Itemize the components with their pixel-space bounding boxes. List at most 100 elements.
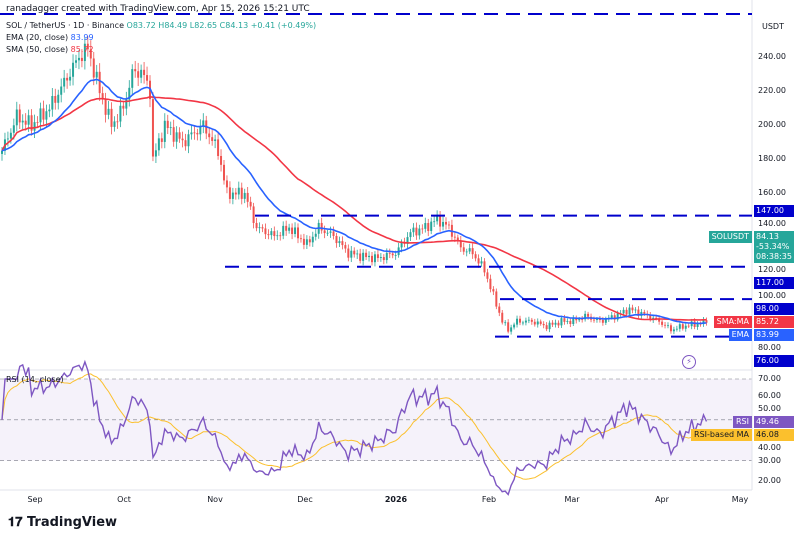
candle-body xyxy=(696,323,699,327)
candle-body xyxy=(69,76,72,81)
time-tick: 2026 xyxy=(385,495,408,504)
candle-body xyxy=(415,227,418,236)
last-price-tag: 84.13 -53.34% 08:38:35 xyxy=(754,231,794,264)
candle-body xyxy=(376,254,379,258)
rsi-value-tag: 49.46 xyxy=(754,415,794,428)
candle-body xyxy=(199,126,202,135)
candle-body xyxy=(418,228,421,236)
candle-body xyxy=(243,192,246,199)
candle-body xyxy=(217,139,220,156)
candle-body xyxy=(264,228,267,235)
candle-body xyxy=(332,231,335,236)
ema-label[interactable]: EMA (20, close) xyxy=(6,33,69,42)
candle-body xyxy=(684,325,687,329)
candle-body xyxy=(160,138,163,142)
time-tick: Sep xyxy=(27,495,42,504)
price-tick: 100.00 xyxy=(758,291,786,301)
candle-body xyxy=(57,94,60,103)
candle-body xyxy=(365,252,368,258)
candle-body xyxy=(344,245,347,249)
candle-body xyxy=(536,321,539,325)
candle-body xyxy=(83,43,86,62)
candle-body xyxy=(6,138,9,140)
candle-body xyxy=(122,105,125,109)
ema-value: 83.99 xyxy=(70,33,94,42)
candle-body xyxy=(442,221,445,227)
candle-body xyxy=(687,325,690,327)
candle-body xyxy=(30,115,33,131)
candle-body xyxy=(187,134,190,147)
candle-body xyxy=(113,121,116,127)
candle-body xyxy=(15,109,18,126)
candle-body xyxy=(406,237,409,244)
time-tick: Apr xyxy=(655,495,670,504)
rsi-line xyxy=(1,359,708,496)
candle-body xyxy=(294,227,297,235)
credit-text: ranadagger created with TradingView.com,… xyxy=(6,4,310,14)
rsi-tag: RSI xyxy=(733,415,752,428)
candle-body xyxy=(566,320,569,322)
candle-body xyxy=(468,248,471,252)
rsima-value-tag: 46.08 xyxy=(754,428,794,441)
rsi-label[interactable]: RSI (14, close) xyxy=(6,375,64,384)
candle-body xyxy=(678,324,681,329)
candle-body xyxy=(178,132,181,139)
ema-line xyxy=(1,78,707,325)
candle-body xyxy=(471,248,474,255)
candle-body xyxy=(664,324,667,326)
candle-body xyxy=(433,221,436,223)
candle-body xyxy=(353,250,356,255)
candle-body xyxy=(75,60,77,63)
candle-body xyxy=(329,231,332,233)
candle-body xyxy=(311,236,314,243)
level-tag: 98.00 xyxy=(754,303,794,316)
candle-body xyxy=(181,138,184,141)
candle-body xyxy=(359,253,362,261)
candle-body xyxy=(436,214,439,222)
candle-body xyxy=(51,96,54,110)
price-tick: 180.00 xyxy=(758,154,786,164)
candle-body xyxy=(220,155,223,165)
candle-body xyxy=(504,322,507,324)
candle-body xyxy=(459,240,462,248)
candle-body xyxy=(9,132,12,139)
candle-body xyxy=(302,238,305,245)
candle-body xyxy=(569,320,572,325)
candle-body xyxy=(146,75,149,81)
candle-body xyxy=(465,251,468,253)
ema-price-tag: 83.99 xyxy=(754,329,794,342)
ema-tag: EMA xyxy=(728,329,752,342)
candle-body xyxy=(202,120,205,127)
time-tick: Feb xyxy=(482,495,496,504)
candle-body xyxy=(231,192,234,199)
rsi-ma-line xyxy=(1,373,707,480)
time-tick: Dec xyxy=(297,495,312,504)
candle-body xyxy=(72,62,75,77)
rsi-tick: 70.00 xyxy=(758,374,781,383)
candle-body xyxy=(593,319,595,321)
candle-body xyxy=(276,235,279,237)
candle-body xyxy=(140,69,143,78)
candle-body xyxy=(409,232,412,238)
symbol[interactable]: SOL / TetherUS · 1D · Binance xyxy=(6,21,124,30)
candle-body xyxy=(208,133,211,138)
symbol-tag: SOLUSDT xyxy=(708,231,752,244)
lightning-icon[interactable]: ⚡ xyxy=(682,355,696,369)
candle-body xyxy=(98,71,101,94)
rsi-tick: 40.00 xyxy=(758,442,781,452)
candle-body xyxy=(131,69,134,88)
candle-body xyxy=(702,320,705,325)
candle-body xyxy=(545,325,548,330)
price-tick: 220.00 xyxy=(758,86,786,96)
ohlc-open: O83.72 xyxy=(126,21,156,30)
candle-body xyxy=(234,192,237,195)
candle-body xyxy=(658,318,661,322)
sma-label[interactable]: SMA (50, close) xyxy=(6,45,69,54)
candle-body xyxy=(196,132,199,135)
candle-body xyxy=(223,164,225,181)
candle-body xyxy=(273,231,276,237)
candle-body xyxy=(246,192,249,202)
candle-body xyxy=(326,232,329,234)
ohlc-low: L82.65 xyxy=(189,21,218,30)
